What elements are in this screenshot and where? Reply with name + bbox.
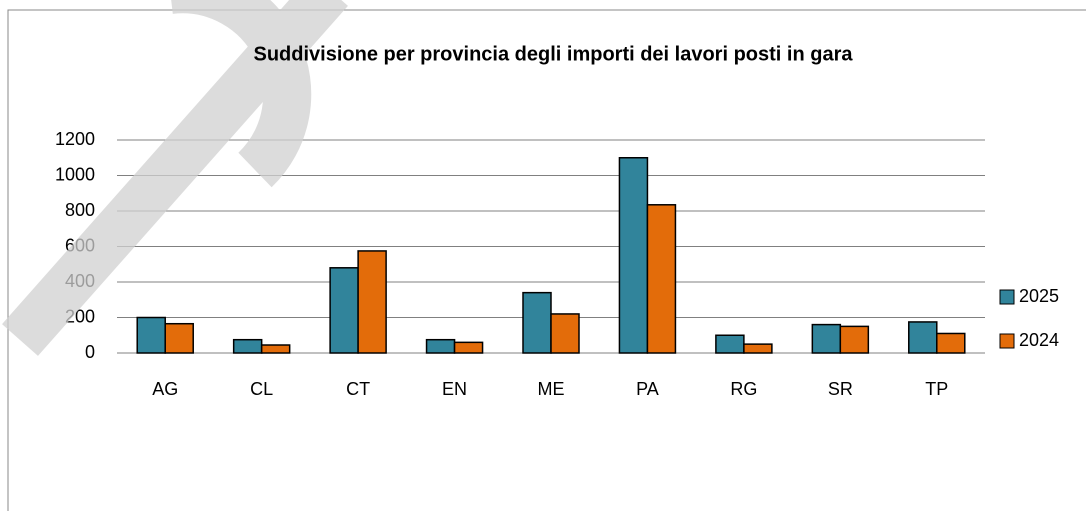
bar <box>260 344 291 354</box>
x-tick-label: ME <box>538 379 565 399</box>
x-tick-label: PA <box>636 379 659 399</box>
bar <box>357 250 387 354</box>
bar <box>839 325 870 354</box>
bar <box>425 338 456 354</box>
bar <box>550 313 580 354</box>
y-tick-label: 1000 <box>55 164 95 184</box>
legend-label: 2025 <box>1019 286 1059 306</box>
y-tick-label: 800 <box>65 200 95 220</box>
bar <box>646 204 677 354</box>
legend-swatch <box>999 333 1015 349</box>
bar <box>329 267 359 354</box>
y-tick-label: 0 <box>85 342 95 362</box>
bar <box>936 332 966 354</box>
bar <box>908 321 938 354</box>
bar <box>715 334 745 354</box>
bar <box>522 291 552 354</box>
chart-title: Suddivisione per provincia degli importi… <box>253 43 853 65</box>
bar <box>232 338 263 354</box>
legend-swatch <box>999 289 1015 305</box>
bar <box>743 343 773 354</box>
x-tick-label: RG <box>730 379 757 399</box>
watermark <box>2 0 348 356</box>
bar <box>618 157 649 354</box>
x-tick-label: CL <box>250 379 273 399</box>
bar <box>453 341 484 354</box>
x-tick-label: SR <box>828 379 853 399</box>
x-tick-label: AG <box>152 379 178 399</box>
legend-label: 2024 <box>1019 330 1059 350</box>
chart-frame <box>7 9 1086 511</box>
y-tick-label: 1200 <box>55 129 95 149</box>
bar <box>811 323 842 354</box>
bar <box>136 316 166 354</box>
x-tick-label: EN <box>442 379 467 399</box>
x-tick-label: CT <box>346 379 370 399</box>
bar <box>164 322 194 354</box>
x-tick-label: TP <box>925 379 948 399</box>
